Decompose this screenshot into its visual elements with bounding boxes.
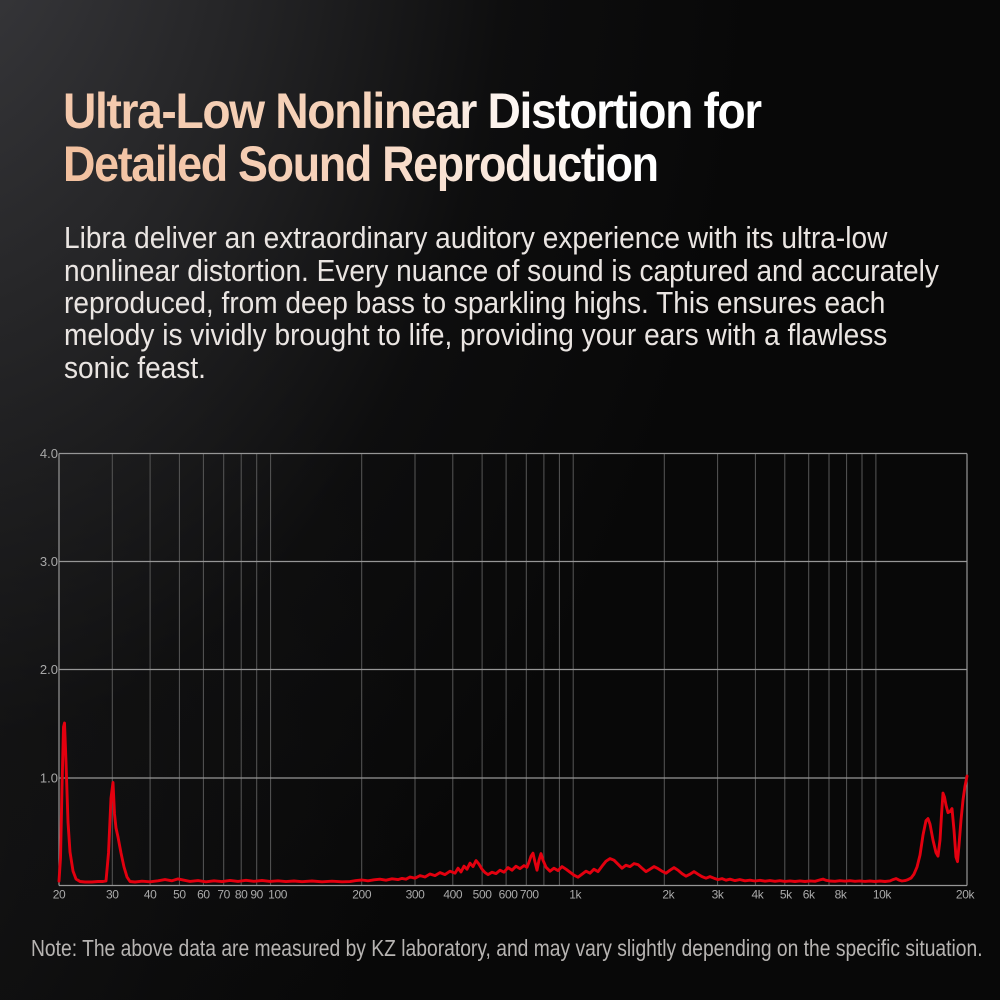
svg-text:8k: 8k	[835, 888, 848, 902]
svg-text:90: 90	[250, 888, 263, 902]
svg-text:5k: 5k	[780, 888, 793, 902]
svg-text:10k: 10k	[873, 888, 893, 902]
svg-text:600: 600	[499, 888, 519, 902]
svg-text:100: 100	[268, 888, 288, 902]
svg-text:1.0: 1.0	[40, 771, 58, 786]
svg-text:20: 20	[53, 888, 66, 902]
svg-text:700: 700	[520, 888, 540, 902]
svg-text:4.0: 4.0	[40, 446, 58, 461]
svg-text:2.0: 2.0	[40, 662, 58, 677]
svg-text:2k: 2k	[662, 888, 675, 902]
svg-text:200: 200	[352, 888, 372, 902]
svg-text:6k: 6k	[803, 888, 816, 902]
svg-text:20k: 20k	[956, 888, 976, 902]
svg-text:1k: 1k	[569, 888, 582, 902]
svg-text:4k: 4k	[751, 888, 764, 902]
svg-text:400: 400	[443, 888, 463, 902]
svg-text:3k: 3k	[712, 888, 725, 902]
svg-text:40: 40	[144, 888, 157, 902]
svg-text:60: 60	[197, 888, 210, 902]
svg-text:500: 500	[473, 888, 493, 902]
svg-text:70: 70	[217, 888, 230, 902]
svg-text:50: 50	[173, 888, 186, 902]
svg-text:3.0: 3.0	[40, 554, 58, 569]
svg-text:80: 80	[235, 888, 248, 902]
svg-text:300: 300	[406, 888, 426, 902]
svg-text:30: 30	[106, 888, 119, 902]
